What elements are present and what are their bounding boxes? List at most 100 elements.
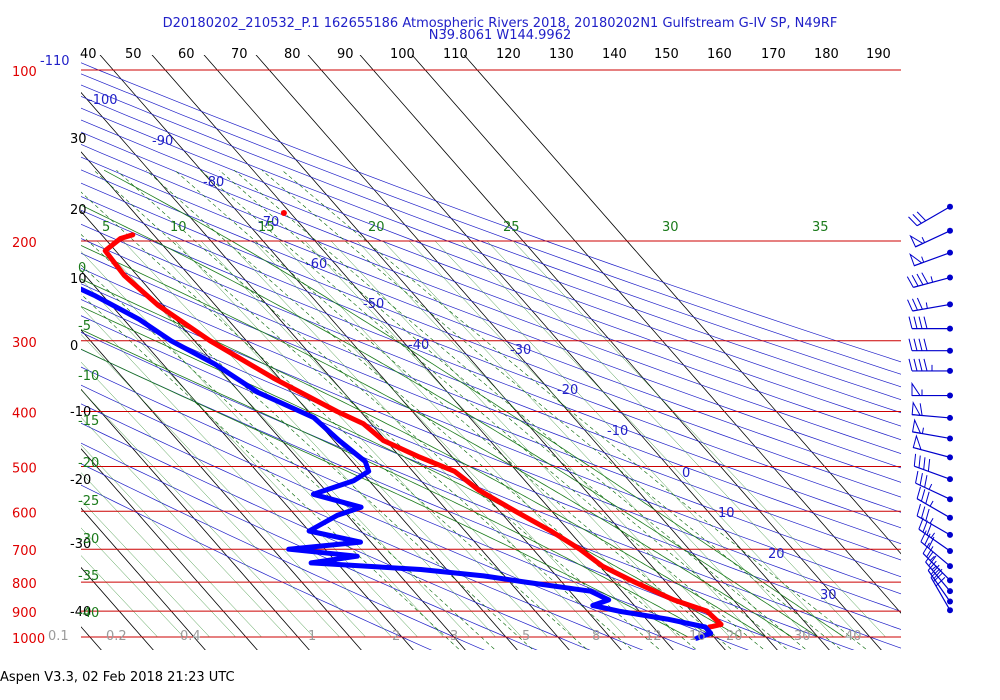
chart-subtitle: N39.8061 W144.9962 bbox=[428, 28, 572, 43]
wind-barb bbox=[909, 227, 953, 248]
mixing-ratio-side-label: 0 bbox=[78, 261, 86, 276]
dry-adiabat-label: -10 bbox=[607, 424, 628, 439]
bottom-scale-label: 1 bbox=[308, 629, 316, 644]
bottom-scale-label: 0.4 bbox=[180, 629, 201, 644]
wind-barb-full-flag bbox=[928, 536, 935, 549]
mixing-ratio-guide-line bbox=[512, 240, 886, 638]
dry-adiabat-line bbox=[81, 349, 802, 650]
wind-barb-full-flag bbox=[913, 316, 918, 329]
wind-barb-full-flag bbox=[920, 530, 927, 542]
pressure-label: 900 bbox=[12, 606, 37, 621]
wind-barb-half-flag bbox=[929, 500, 934, 507]
chart-title: D20180202_210532_P.1 162655186 Atmospher… bbox=[162, 16, 838, 31]
wind-barb-full-flag bbox=[913, 453, 917, 467]
mixing-ratio-guide-line bbox=[81, 251, 444, 638]
dry-adiabat-line bbox=[81, 96, 901, 401]
wind-barb-full-flag bbox=[916, 211, 927, 222]
bottom-scale-label: 30 bbox=[794, 629, 811, 644]
wind-barb-full-flag bbox=[922, 520, 928, 533]
pressure-label: 200 bbox=[12, 236, 37, 251]
mixing-ratio-line bbox=[281, 169, 866, 650]
dry-adiabat-line bbox=[81, 238, 901, 561]
isotherm-line bbox=[81, 329, 362, 650]
bottom-scale-label: 20 bbox=[726, 629, 743, 644]
celsius-label: -20 bbox=[70, 473, 91, 488]
mixing-ratio-guide-line bbox=[122, 240, 496, 638]
dry-adiabat-label: -50 bbox=[363, 297, 384, 312]
wind-barb bbox=[909, 249, 953, 267]
dry-adiabat-line bbox=[81, 62, 901, 363]
top-scale-label: 80 bbox=[284, 47, 301, 62]
wind-barb bbox=[920, 530, 953, 570]
wind-barb-full-flag bbox=[908, 216, 918, 227]
moist-adiabat-label: 30 bbox=[662, 220, 679, 235]
pressure-label: 100 bbox=[12, 65, 37, 80]
isotherm-lines bbox=[81, 55, 901, 650]
top-scale-label: 40 bbox=[80, 47, 97, 62]
wind-barb-full-flag bbox=[916, 297, 923, 310]
dry-adiabat-line bbox=[81, 131, 901, 441]
wind-barb bbox=[922, 542, 953, 584]
mixing-ratio-guide-line bbox=[81, 417, 288, 638]
isotherm-line bbox=[255, 55, 778, 650]
top-scale-label: 190 bbox=[866, 47, 891, 62]
dry-adiabat-line bbox=[81, 119, 901, 427]
dry-adiabat-line bbox=[81, 107, 901, 414]
celsius-label: 20 bbox=[70, 203, 87, 218]
wind-barb-full-flag bbox=[923, 457, 926, 470]
moist-adiabat-line bbox=[81, 348, 689, 638]
wind-barb-full-flag bbox=[916, 273, 924, 286]
isotherm-line bbox=[99, 55, 622, 650]
moist-adiabat-label: 20 bbox=[368, 220, 385, 235]
bottom-scale-label: 3 bbox=[450, 629, 458, 644]
wind-barb-pennant bbox=[911, 418, 922, 434]
wind-barb-shaft bbox=[925, 561, 951, 592]
wind-barb-full-flag bbox=[906, 276, 914, 288]
dry-adiabat-label: -90 bbox=[152, 134, 173, 149]
isotherm-line bbox=[81, 151, 518, 650]
wind-barb-full-flag bbox=[913, 358, 918, 372]
dry-adiabat-line bbox=[81, 267, 901, 595]
wind-barb-full-flag bbox=[925, 508, 930, 522]
pressure-label: 500 bbox=[12, 461, 37, 476]
wind-barb-full-flag bbox=[918, 316, 923, 329]
mixing-ratio-guide-line bbox=[278, 240, 652, 638]
dry-adiabat-line bbox=[81, 223, 901, 545]
isotherm-line bbox=[81, 448, 258, 650]
wind-barb bbox=[916, 486, 953, 521]
mixing-ratio-guide-line bbox=[356, 240, 730, 638]
dry-adiabat-label: -80 bbox=[203, 175, 224, 190]
mixing-ratio-side-label: -10 bbox=[78, 369, 99, 384]
mixing-ratio-side-label: -35 bbox=[78, 569, 99, 584]
wind-barb-full-flag bbox=[915, 470, 919, 484]
wind-barb-pennant bbox=[909, 234, 924, 248]
wind-barb-full-flag bbox=[919, 473, 923, 486]
wind-barb-full-flag bbox=[918, 455, 921, 468]
wind-barb-full-flag bbox=[912, 298, 918, 311]
mixing-ratio-guide-line bbox=[81, 278, 418, 638]
wind-barb-shaft bbox=[922, 553, 951, 581]
top-scale-label: 50 bbox=[125, 47, 142, 62]
mixing-ratio-guide-line bbox=[408, 240, 782, 638]
dry-adiabat-label: 20 bbox=[768, 547, 785, 562]
wind-barb bbox=[927, 560, 953, 605]
top-scale-label: 90 bbox=[337, 47, 354, 62]
mixing-ratio-line bbox=[261, 169, 841, 650]
wind-barb-half-flag bbox=[931, 565, 937, 571]
wind-barb-pennant bbox=[911, 381, 921, 397]
bottom-scale-label: 8 bbox=[592, 629, 600, 644]
isotherm-line bbox=[203, 55, 726, 650]
moist-adiabat-label: 15 bbox=[258, 220, 275, 235]
pressure-label: 400 bbox=[12, 407, 37, 422]
mixing-ratio-guide-line bbox=[81, 389, 314, 638]
bottom-scale-label: 5 bbox=[522, 629, 530, 644]
dry-adiabat-line bbox=[81, 463, 485, 650]
pressure-label: 1000 bbox=[12, 632, 45, 647]
mixing-ratio-guide-line bbox=[81, 499, 210, 638]
mixing-ratio-guide-line bbox=[200, 240, 574, 638]
wind-barb-half-flag bbox=[929, 555, 935, 561]
wind-barb-full-flag bbox=[920, 489, 926, 502]
dry-adiabat-line bbox=[81, 442, 538, 650]
wind-barb bbox=[908, 358, 953, 374]
mixing-ratio-guide-line bbox=[81, 472, 236, 638]
